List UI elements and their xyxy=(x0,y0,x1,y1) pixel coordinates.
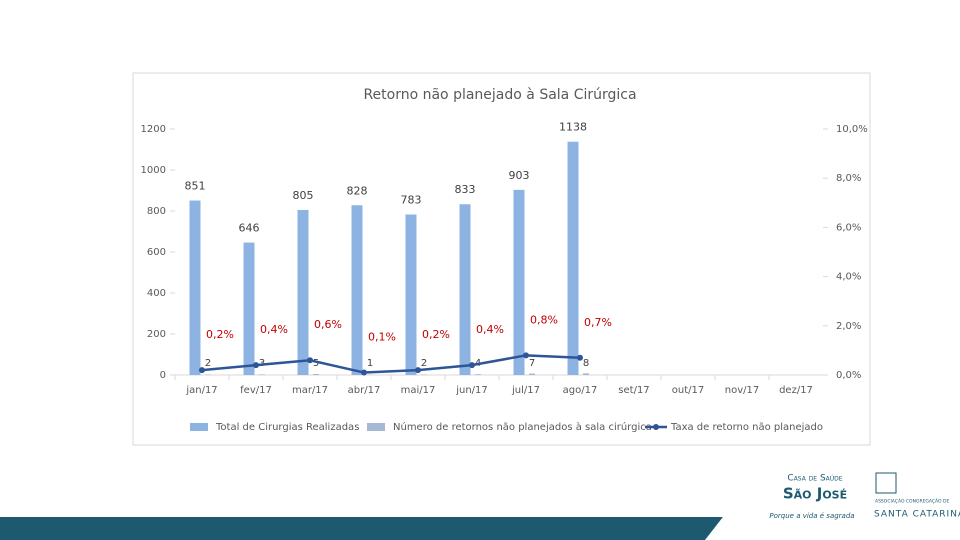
y2-tick-label: 2,0% xyxy=(836,321,861,332)
y-tick-label: 1000 xyxy=(141,165,166,176)
legend-swatch xyxy=(190,423,208,431)
data-label: 0,8% xyxy=(530,313,558,326)
y-tick-label: 0 xyxy=(160,370,166,381)
data-label: 7 xyxy=(529,358,535,369)
x-tick-label: jun/17 xyxy=(455,385,488,396)
bar xyxy=(583,373,589,375)
legend-swatch xyxy=(367,423,385,431)
legend-label: Número de retornos não planejados à sala… xyxy=(393,421,652,433)
x-tick-label: abr/17 xyxy=(348,385,381,396)
chart-frame xyxy=(132,72,871,446)
bar xyxy=(459,204,471,375)
x-tick-label: nov/17 xyxy=(725,385,759,396)
brand-top: Casa de Saúde xyxy=(787,474,842,484)
x-tick-label: out/17 xyxy=(672,385,704,396)
data-label: 903 xyxy=(509,169,530,182)
data-label: 833 xyxy=(455,183,476,196)
data-label: 646 xyxy=(239,222,260,235)
data-label: 2 xyxy=(205,358,211,369)
data-label: 0,2% xyxy=(206,328,234,341)
bar xyxy=(259,374,265,375)
y-tick-label: 800 xyxy=(147,206,166,217)
data-label: 0,6% xyxy=(314,318,342,331)
bar xyxy=(513,189,525,375)
line-point xyxy=(253,362,259,369)
bar xyxy=(351,205,363,375)
legend-label: Taxa de retorno não planejado xyxy=(670,422,823,433)
assoc-main: Santa Catarina xyxy=(874,510,960,520)
x-tick-label: jan/17 xyxy=(185,385,217,396)
data-label: 0,4% xyxy=(476,323,504,336)
assoc-small: Associação Congregação de xyxy=(875,498,949,505)
line-point xyxy=(523,352,529,359)
bar xyxy=(475,374,481,375)
x-tick-label: dez/17 xyxy=(779,385,813,396)
line-point xyxy=(199,367,205,374)
assoc-emblem xyxy=(875,472,897,494)
bar xyxy=(405,214,417,375)
y-tick-label: 600 xyxy=(147,247,166,258)
line-point xyxy=(469,362,475,369)
legend-swatch xyxy=(653,424,659,430)
legend-label: Total de Cirurgias Realizadas xyxy=(215,422,359,433)
x-tick-label: jul/17 xyxy=(511,385,540,396)
bar xyxy=(567,141,579,375)
data-label: 1 xyxy=(367,358,373,369)
data-label: 0,4% xyxy=(260,323,288,336)
data-label: 8 xyxy=(583,358,589,369)
y-tick-label: 200 xyxy=(147,329,166,340)
y2-tick-label: 6,0% xyxy=(836,222,861,233)
bar xyxy=(529,373,535,375)
y2-tick-label: 0,0% xyxy=(836,370,861,381)
y-tick-label: 1200 xyxy=(141,124,166,135)
data-label: 0,2% xyxy=(422,328,450,341)
line-point xyxy=(415,367,421,374)
x-tick-label: fev/17 xyxy=(240,385,272,396)
data-label: 1138 xyxy=(559,121,587,134)
x-tick-label: mai/17 xyxy=(401,385,436,396)
y2-tick-label: 4,0% xyxy=(836,272,861,283)
data-label: 828 xyxy=(347,184,368,197)
line xyxy=(201,354,581,374)
x-tick-label: ago/17 xyxy=(563,385,598,396)
tagline: Porque a vida é sagrada xyxy=(769,512,854,520)
data-label: 5 xyxy=(313,358,319,369)
bar xyxy=(297,209,309,375)
data-label: 0,7% xyxy=(584,316,612,329)
data-label: 805 xyxy=(293,189,314,202)
line-point xyxy=(361,369,367,376)
data-label: 783 xyxy=(401,193,422,206)
bar xyxy=(189,200,201,375)
bar xyxy=(243,242,255,375)
brand-main: São José xyxy=(783,485,847,503)
bar xyxy=(313,373,319,375)
line-point xyxy=(307,357,313,364)
x-tick-label: mar/17 xyxy=(292,385,328,396)
data-label: 0,1% xyxy=(368,331,396,344)
y2-tick-label: 10,0% xyxy=(836,124,868,135)
x-tick-label: set/17 xyxy=(618,385,649,396)
y2-tick-label: 8,0% xyxy=(836,173,861,184)
line-point xyxy=(577,354,583,361)
data-label: 851 xyxy=(185,180,206,193)
y-tick-label: 400 xyxy=(147,288,166,299)
chart-title: Retorno não planejado à Sala Cirúrgica xyxy=(363,87,636,103)
data-label: 2 xyxy=(421,358,427,369)
